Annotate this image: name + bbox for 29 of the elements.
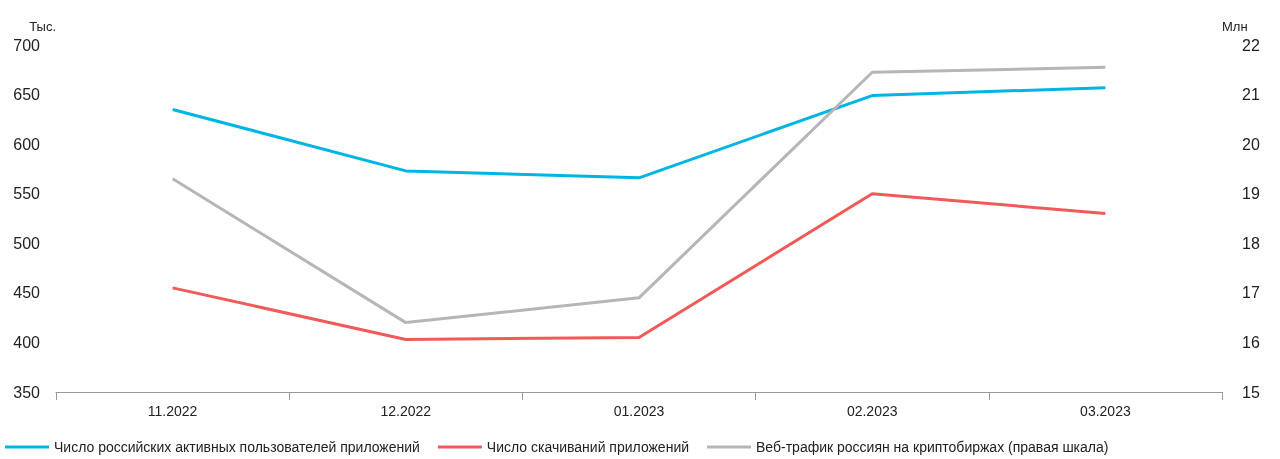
y-tick-label: 600 — [13, 135, 41, 153]
legend-label: Число российских активных пользователей приложений — [54, 439, 420, 455]
line-series — [171, 86, 1107, 180]
y-tick-label: 400 — [13, 333, 41, 351]
y2-tick-label: 21 — [1242, 86, 1260, 104]
y2-tick-label: 17 — [1242, 284, 1260, 302]
x-tick-label: 03.2023 — [1080, 403, 1131, 419]
y-tick-label: 700 — [13, 36, 41, 54]
line-series — [171, 192, 1107, 341]
y2-axis-title: Млн — [1222, 19, 1248, 34]
y-tick-label: 550 — [13, 185, 41, 203]
y2-tick-label: 16 — [1242, 333, 1260, 351]
y-tick-label: 500 — [13, 234, 41, 252]
x-tick-label: 12.2022 — [380, 403, 432, 419]
y2-tick-label: 15 — [1242, 383, 1260, 401]
y2-tick-label: 19 — [1242, 185, 1260, 203]
line-series — [171, 65, 1107, 325]
x-tick-label: 02.2023 — [846, 403, 898, 419]
legend-label: Число скачиваний приложений — [486, 439, 690, 455]
x-tick-label: 11.2022 — [147, 403, 198, 419]
y-tick-label: 650 — [13, 86, 41, 104]
x-tick-label: 01.2023 — [613, 403, 665, 419]
y2-tick-label: 22 — [1242, 36, 1260, 54]
y-tick-label: 350 — [13, 383, 41, 401]
legend-label: Веб-трафик россиян на криптобиржах (правая шкала) — [756, 439, 1109, 455]
y2-tick-label: 18 — [1242, 234, 1260, 252]
y-axis-title: Тыс. — [29, 19, 56, 34]
y2-tick-label: 20 — [1242, 135, 1260, 153]
y-tick-label: 450 — [13, 284, 41, 302]
